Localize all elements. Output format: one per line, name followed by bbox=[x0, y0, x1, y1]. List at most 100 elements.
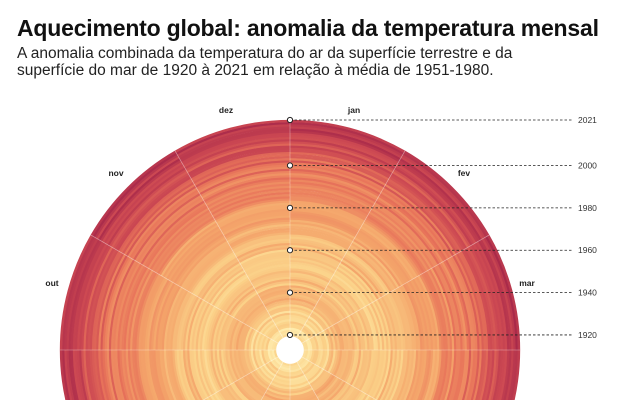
heat-cell-2002-nov bbox=[125, 185, 197, 257]
heat-cell-1937-mar bbox=[333, 323, 343, 351]
heat-cell-1922-dez bbox=[279, 329, 291, 335]
heat-cell-1992-mar bbox=[434, 265, 459, 351]
heat-cell-1950-fev bbox=[328, 280, 360, 312]
year-dot-1960 bbox=[286, 247, 294, 254]
heat-cell-1953-nov bbox=[215, 275, 249, 309]
heat-cell-1939-nov bbox=[241, 301, 263, 323]
heat-cell-1964-dez bbox=[235, 240, 291, 258]
heat-cell-1951-dez bbox=[249, 268, 291, 282]
heat-cell-1963-nov bbox=[197, 257, 238, 298]
heat-cell-2005-jan bbox=[289, 153, 389, 183]
heat-cell-1922-mai bbox=[298, 358, 308, 368]
heat-cell-2009-nov bbox=[112, 172, 189, 249]
heat-cell-1936-mar bbox=[331, 324, 341, 351]
heat-cell-1985-abr bbox=[432, 349, 444, 400]
heat-cell-1972-mar bbox=[397, 286, 417, 351]
heat-cell-2018-set bbox=[66, 349, 75, 400]
heat-cell-1962-set bbox=[184, 349, 201, 400]
heat-cell-1965-jan bbox=[289, 238, 346, 256]
heat-cell-2005-out bbox=[93, 251, 123, 351]
heat-cell-2001-abr bbox=[468, 349, 478, 400]
heat-cell-1939-ago bbox=[241, 377, 263, 399]
heat-cell-1924-ago bbox=[268, 361, 279, 372]
heat-cell-1977-abr bbox=[414, 349, 427, 400]
heat-cell-2008-dez bbox=[188, 147, 291, 177]
heat-cell-1974-fev bbox=[354, 236, 404, 286]
heat-cell-1989-out bbox=[127, 268, 152, 351]
heat-cell-1941-set bbox=[229, 349, 240, 381]
heat-cell-1938-abr bbox=[334, 349, 345, 378]
heat-cell-2013-fev bbox=[395, 165, 475, 245]
heat-cell-1977-jan bbox=[289, 213, 359, 234]
heat-cell-1961-mar bbox=[377, 298, 394, 351]
heat-cell-1948-set bbox=[214, 349, 227, 388]
heat-cell-1924-jan bbox=[289, 325, 303, 331]
heat-cell-1983-set bbox=[140, 349, 152, 400]
heat-cell-1954-set bbox=[201, 349, 216, 395]
heat-cell-2018-fev bbox=[400, 156, 484, 240]
heat-cell-1954-nov bbox=[213, 273, 248, 308]
heat-cell-1965-set bbox=[178, 349, 194, 400]
heat-cell-1983-nov bbox=[160, 220, 217, 277]
heat-cell-1968-set bbox=[172, 349, 186, 400]
heat-cell-1923-mar bbox=[307, 338, 313, 351]
heat-cell-1925-fev bbox=[302, 326, 314, 338]
heat-cell-1955-fev bbox=[333, 271, 369, 307]
heat-cell-1943-set bbox=[225, 349, 236, 383]
heat-cell-1936-jul bbox=[264, 391, 291, 400]
heat-cell-1945-set bbox=[220, 349, 233, 385]
heat-cell-1945-out bbox=[220, 315, 233, 351]
heat-cell-1995-fev bbox=[376, 198, 442, 264]
heat-cell-1989-jan bbox=[289, 187, 372, 212]
heat-cell-2019-set bbox=[64, 349, 73, 400]
heat-cell-1976-abr bbox=[412, 349, 425, 400]
heat-cell-1942-mar bbox=[342, 318, 353, 351]
heat-cell-1982-set bbox=[142, 349, 154, 400]
heat-cell-2001-dez bbox=[196, 162, 291, 190]
heat-cell-1937-jan bbox=[289, 297, 317, 307]
heat-cell-1981-jan bbox=[289, 204, 363, 227]
heat-cell-1994-jan bbox=[289, 177, 377, 203]
heat-cell-2017-abr bbox=[503, 349, 512, 400]
heat-cell-1947-mai bbox=[340, 385, 354, 400]
heat-cell-1968-mar bbox=[390, 291, 408, 351]
heat-cell-1990-set bbox=[125, 349, 136, 400]
heat-cell-1940-ago bbox=[239, 378, 262, 400]
heat-cell-1952-set bbox=[205, 349, 220, 393]
heat-cell-1991-fev bbox=[372, 205, 435, 268]
heat-cell-1977-dez bbox=[221, 213, 291, 234]
heat-cell-1968-jan bbox=[289, 232, 349, 250]
heat-cell-2010-abr bbox=[488, 349, 497, 400]
heat-cell-1959-dez bbox=[240, 251, 291, 267]
heat-cell-2002-dez bbox=[195, 160, 291, 188]
heat-cell-1993-out bbox=[119, 264, 145, 351]
heat-cell-1992-fev bbox=[373, 203, 437, 267]
heat-cell-1968-out bbox=[172, 291, 190, 351]
heat-cell-1947-out bbox=[216, 313, 229, 351]
heat-cell-1994-mar bbox=[437, 263, 463, 351]
heat-cell-1926-jan bbox=[289, 321, 305, 328]
heat-cell-1956-nov bbox=[209, 269, 245, 305]
heat-cell-1990-dez bbox=[207, 185, 291, 210]
heat-cell-1925-mar bbox=[311, 336, 317, 351]
heat-cell-1982-mar bbox=[415, 276, 438, 351]
heat-cell-1956-fev bbox=[335, 269, 371, 305]
heat-cell-1950-set bbox=[210, 349, 224, 390]
heat-cell-2014-out bbox=[74, 242, 106, 351]
heat-cell-1939-set bbox=[233, 349, 244, 379]
heat-cell-1924-nov bbox=[268, 328, 279, 339]
heat-cell-1939-mar bbox=[336, 321, 347, 351]
heat-cell-2020-out bbox=[61, 235, 95, 351]
heat-cell-1991-mar bbox=[432, 266, 457, 351]
heat-cell-1935-mai bbox=[312, 372, 332, 392]
heat-cell-1966-mar bbox=[386, 293, 404, 351]
heat-cell-1978-abr bbox=[417, 349, 430, 400]
heat-cell-1994-set bbox=[117, 349, 128, 400]
heat-cell-1930-jun bbox=[289, 380, 309, 388]
heat-cell-2008-fev bbox=[390, 174, 466, 250]
heat-cell-1983-dez bbox=[215, 200, 291, 223]
heat-cell-1946-jan bbox=[289, 278, 326, 291]
heat-cell-1986-out bbox=[133, 271, 157, 351]
heat-cell-1953-out bbox=[203, 306, 218, 351]
heat-cell-1958-abr bbox=[371, 349, 387, 399]
